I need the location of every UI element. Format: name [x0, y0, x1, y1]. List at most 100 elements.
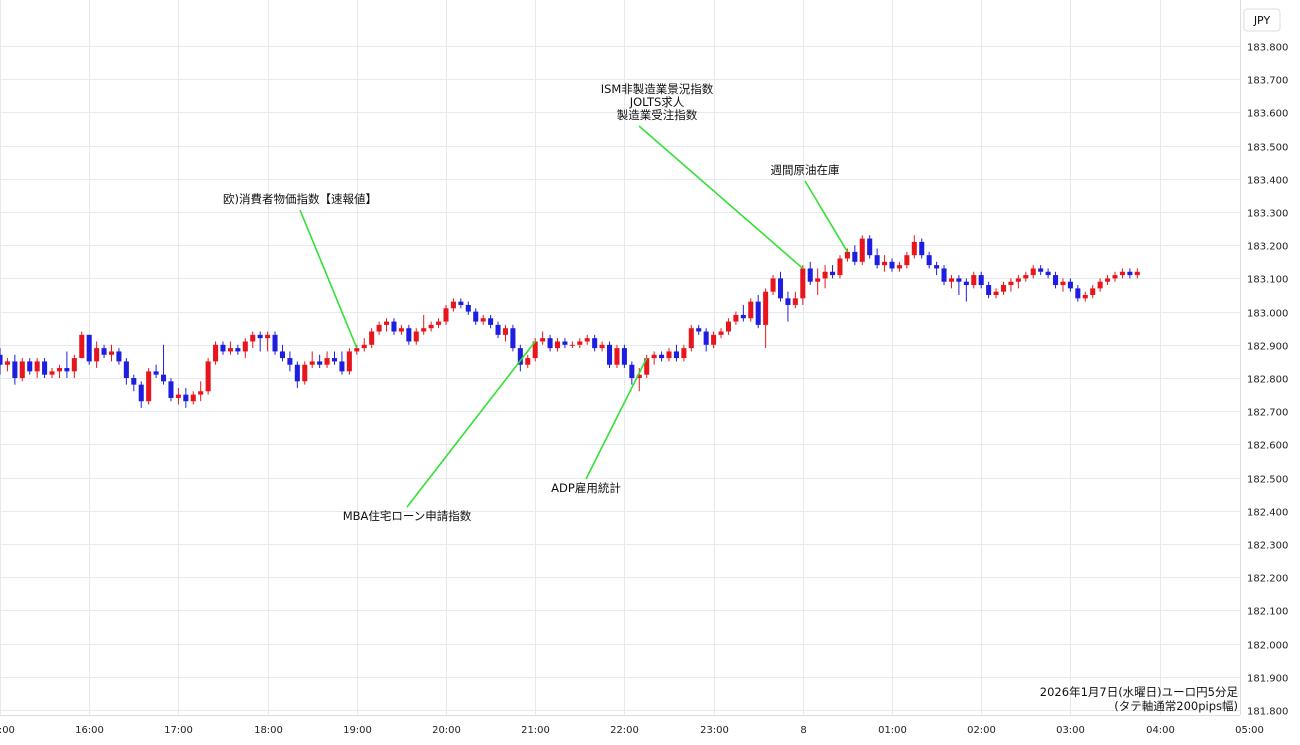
- candle-body: [926, 255, 932, 266]
- candle-body: [450, 301, 456, 309]
- candle-body: [1075, 288, 1081, 299]
- candle: [993, 288, 999, 299]
- candle-body: [49, 371, 55, 375]
- candle: [272, 331, 278, 355]
- candle: [138, 381, 144, 408]
- candle: [896, 261, 902, 272]
- candle-body: [525, 358, 531, 365]
- candle: [279, 344, 285, 362]
- candle: [34, 358, 40, 378]
- candle-body: [941, 268, 947, 282]
- annotation: MBA住宅ローン申請指数: [343, 340, 536, 523]
- y-tick-label: 183.500: [1247, 143, 1288, 154]
- candle: [696, 324, 702, 335]
- candle: [227, 341, 233, 355]
- annotation: 欧)消費者物価指数【速報値】: [223, 192, 377, 349]
- candle: [56, 364, 62, 378]
- candle-body: [4, 361, 10, 365]
- annotation-leader-line: [638, 125, 804, 270]
- candle: [1053, 271, 1059, 289]
- candle-body: [859, 238, 865, 262]
- candle-body: [896, 265, 902, 269]
- candle-body: [629, 364, 635, 378]
- candle: [1060, 278, 1066, 292]
- candle-body: [428, 324, 434, 329]
- candle-body: [64, 368, 70, 372]
- candle-body: [94, 348, 100, 362]
- chart-note-line-2: (タテ軸通常200pips幅): [1114, 699, 1238, 713]
- candle-body: [436, 321, 442, 325]
- candle: [1119, 268, 1125, 279]
- candle-body: [339, 361, 345, 372]
- candle: [287, 351, 293, 372]
- x-tick-label: 8: [800, 725, 806, 736]
- candle: [919, 238, 925, 259]
- candle: [242, 338, 248, 359]
- candle: [257, 331, 263, 352]
- candle-body: [844, 251, 850, 259]
- candle-body: [770, 278, 776, 292]
- y-tick-label: 183.000: [1247, 309, 1288, 320]
- candle-body: [948, 278, 954, 282]
- candle-body: [27, 361, 33, 372]
- candle-body: [376, 324, 382, 332]
- candle: [703, 328, 709, 352]
- candle: [584, 334, 590, 345]
- candle-body: [1030, 268, 1036, 276]
- candle-body: [547, 338, 553, 349]
- candle: [443, 304, 449, 325]
- annotation-leader-line: [804, 180, 849, 253]
- candle-body: [852, 251, 858, 262]
- candle-body: [168, 381, 174, 398]
- candle-body: [711, 334, 717, 345]
- candle-body: [785, 298, 791, 305]
- candle-body: [1082, 295, 1088, 299]
- annotation-label: MBA住宅ローン申請指数: [343, 509, 472, 523]
- candle-body: [569, 344, 575, 346]
- candle-body: [1127, 271, 1133, 276]
- candle: [324, 351, 330, 369]
- candle: [317, 354, 323, 369]
- candle-body: [242, 341, 248, 352]
- candle-body: [1105, 278, 1111, 282]
- candle: [673, 344, 679, 362]
- candle-body: [584, 338, 590, 342]
- candle: [1008, 278, 1014, 292]
- x-tick-label: 04:00: [1146, 725, 1175, 736]
- x-tick-label: 01:00: [878, 725, 907, 736]
- candle: [755, 295, 761, 329]
- candle-body: [718, 331, 724, 335]
- y-tick-label: 181.800: [1247, 707, 1288, 718]
- candle-body: [889, 261, 895, 269]
- y-tick-label: 183.800: [1247, 43, 1288, 54]
- candle-body: [777, 278, 784, 299]
- y-tick-label: 183.200: [1247, 242, 1288, 253]
- candle: [963, 278, 969, 302]
- candle-body: [213, 344, 219, 362]
- candle-body: [331, 358, 338, 362]
- candle-body: [235, 348, 241, 352]
- candle: [882, 255, 888, 272]
- y-tick-label: 182.200: [1247, 574, 1288, 585]
- y-tick-label: 182.000: [1247, 641, 1288, 652]
- candle: [101, 344, 107, 359]
- candle: [666, 348, 672, 362]
- candle: [1097, 278, 1103, 292]
- candle-body: [822, 271, 828, 279]
- x-tick-label: 18:00: [254, 725, 283, 736]
- candle: [1000, 281, 1007, 295]
- candle-body: [815, 278, 821, 282]
- candle-body: [443, 308, 449, 322]
- candle: [265, 331, 271, 352]
- candle-body: [146, 371, 152, 402]
- y-tick-label: 182.400: [1247, 508, 1288, 519]
- candle-body: [265, 334, 271, 339]
- candle: [740, 304, 746, 322]
- annotation-label: 週間原油在庫: [771, 163, 840, 177]
- candle: [592, 334, 598, 352]
- candle: [19, 358, 25, 382]
- candle-body: [257, 334, 263, 339]
- candle-body: [636, 374, 642, 378]
- candle: [502, 324, 508, 342]
